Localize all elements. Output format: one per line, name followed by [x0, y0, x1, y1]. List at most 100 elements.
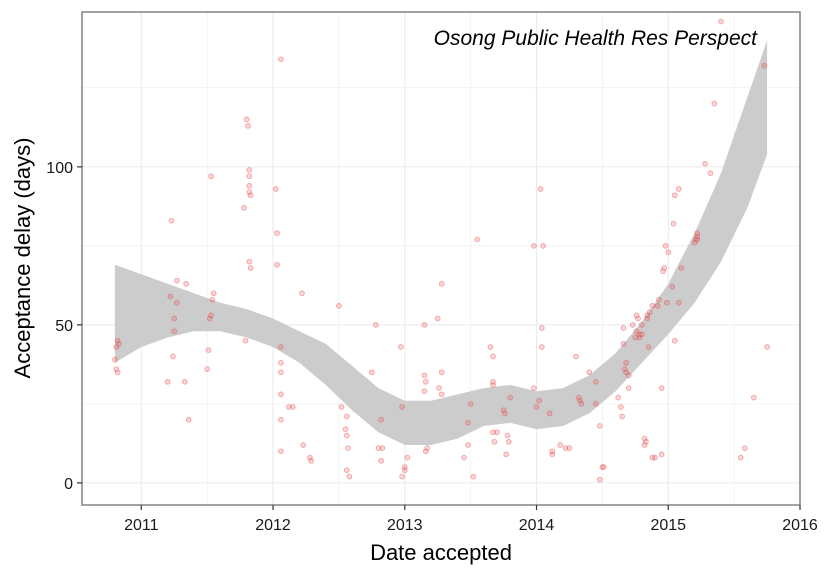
data-point — [174, 299, 180, 306]
data-point — [245, 122, 251, 129]
data-point — [372, 322, 379, 328]
data-point — [656, 296, 662, 303]
data-point — [438, 391, 445, 398]
data-point — [346, 473, 353, 480]
data-point — [707, 170, 714, 177]
y-tick-label: 100 — [46, 160, 73, 177]
data-point — [272, 186, 279, 192]
data-point — [500, 407, 507, 414]
data-point — [549, 451, 556, 458]
data-point — [592, 401, 599, 407]
data-point — [623, 369, 629, 376]
data-point — [168, 217, 175, 224]
data-point — [378, 457, 384, 464]
data-point — [658, 385, 665, 391]
data-point — [205, 347, 212, 353]
data-point — [174, 277, 180, 284]
data-point — [592, 378, 599, 385]
data-point — [636, 331, 643, 338]
data-point — [342, 426, 349, 433]
data-point — [538, 325, 545, 331]
data-point — [343, 432, 350, 439]
data-point — [537, 186, 544, 192]
data-point — [662, 243, 669, 249]
data-point — [208, 312, 214, 319]
x-axis-title: Date accepted — [370, 540, 512, 565]
x-tick-label: 2013 — [387, 517, 423, 534]
chart-annotation: Osong Public Health Res Perspect — [434, 27, 758, 50]
data-point — [619, 413, 625, 420]
data-point — [467, 401, 474, 407]
data-point — [242, 337, 249, 344]
data-point — [399, 404, 405, 410]
x-tick-label: 2012 — [255, 517, 291, 534]
data-point — [278, 448, 284, 455]
data-point — [274, 261, 280, 268]
data-point — [368, 369, 375, 376]
data-point — [181, 378, 188, 385]
x-tick-label: 2015 — [650, 517, 686, 534]
data-point — [246, 189, 253, 195]
data-point — [299, 290, 305, 297]
data-point — [209, 296, 216, 303]
data-point — [185, 416, 192, 423]
data-point — [649, 454, 656, 461]
data-point — [737, 454, 744, 461]
data-point — [652, 454, 658, 461]
data-point — [246, 258, 253, 265]
data-point — [308, 457, 315, 464]
data-point — [660, 268, 666, 274]
data-point — [491, 438, 498, 445]
data-point — [490, 378, 496, 385]
data-point — [615, 394, 622, 401]
data-point — [278, 369, 284, 376]
data-point — [470, 473, 477, 480]
data-point — [577, 397, 583, 404]
data-point — [664, 299, 670, 306]
confidence-band — [114, 40, 768, 446]
data-point — [438, 369, 445, 376]
data-point — [639, 322, 645, 328]
data-point — [505, 438, 512, 445]
data-point — [599, 464, 606, 470]
data-point — [675, 299, 682, 306]
data-point — [208, 173, 214, 180]
data-point — [562, 445, 569, 451]
data-point — [751, 394, 757, 401]
data-point — [113, 366, 120, 372]
data-point — [243, 116, 250, 123]
data-point — [246, 182, 253, 189]
data-point — [671, 192, 678, 199]
points-layer — [112, 18, 770, 483]
data-point — [421, 372, 428, 379]
data-point — [538, 344, 545, 350]
data-point — [289, 404, 296, 410]
data-point — [247, 265, 254, 271]
data-point — [566, 445, 573, 451]
data-point — [490, 353, 496, 360]
data-point — [557, 442, 564, 448]
data-point — [375, 445, 382, 451]
data-point — [399, 473, 405, 480]
data-point — [494, 429, 500, 436]
data-point — [246, 167, 253, 173]
data-point — [641, 435, 648, 442]
data-point — [422, 378, 429, 385]
data-point — [694, 233, 701, 240]
data-point — [644, 312, 651, 319]
data-point — [343, 413, 350, 420]
y-axis-title: Acceptance delay (days) — [10, 138, 35, 379]
data-point — [633, 328, 640, 335]
data-point — [644, 315, 651, 322]
data-point — [379, 445, 386, 451]
data-point — [434, 315, 441, 322]
data-point — [278, 391, 284, 398]
data-point — [164, 378, 171, 385]
y-tick-label: 0 — [64, 476, 73, 493]
data-point — [635, 315, 641, 322]
data-point — [596, 476, 603, 483]
data-point — [422, 448, 429, 455]
data-point — [702, 160, 708, 167]
data-point — [549, 448, 556, 455]
